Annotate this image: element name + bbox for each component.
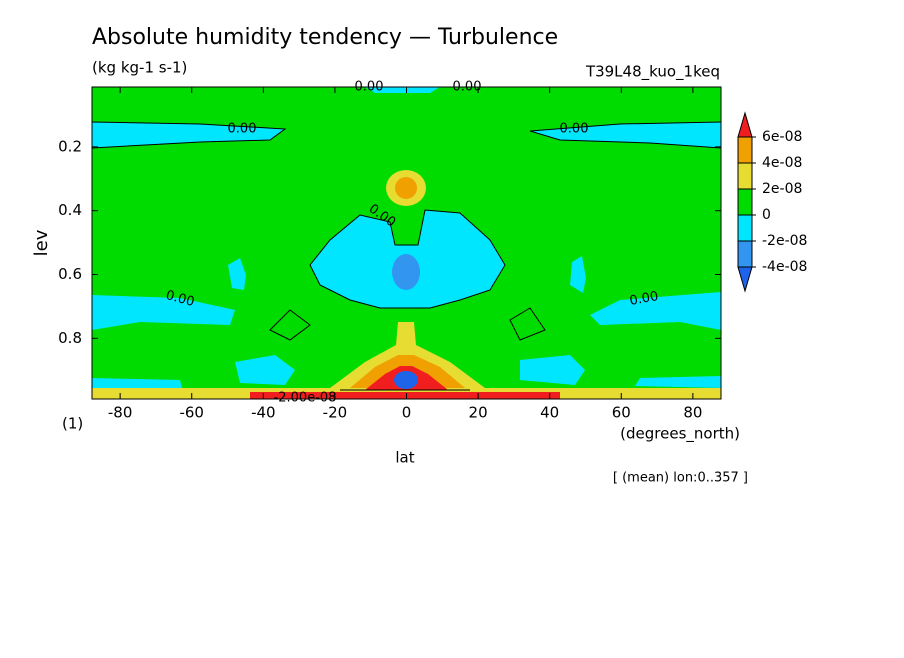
colorbar-label: -4e-08 [762,259,807,275]
contour-region [394,371,418,389]
colorbar-label: 4e-08 [762,155,802,171]
contour-label: 0.00 [164,288,196,310]
contour-region [228,258,246,290]
contour-region [92,295,235,330]
contour-field [91,87,722,399]
contour-label: -2.00e-08 [274,391,337,406]
colorbar-segment [737,111,753,138]
contour-label: 0.00 [560,122,589,137]
note: [ (mean) lon:0..357 ] [613,471,748,486]
contour-region [250,392,560,399]
chart-subtitle: (kg kg-1 s-1) [92,59,187,77]
contour-region [365,87,440,93]
contour-label: 0.00 [453,80,482,95]
contour-label: 0.00 [355,80,384,95]
contour-labels: 0.00 0.00 0.00 0.00 0.00 0.00 0.00 -2.00… [164,80,659,406]
y-tick-label: 0.8 [58,329,82,347]
x-tick-label: -80 [108,404,133,422]
x-axis-label: lat [395,449,414,467]
y-units: (1) [62,415,83,433]
colorbar-label: 2e-08 [762,181,802,197]
contour-region [392,254,420,290]
x-tick-label: -60 [179,404,204,422]
contour-region [520,355,585,385]
colorbar-segment [737,240,753,268]
contour-region [92,378,182,388]
contour-line [269,307,546,341]
x-tick-label: 20 [469,404,488,422]
x-units: (degrees_north) [620,425,740,444]
y-axis-label: lev [31,229,52,256]
contour-label: 0.00 [628,289,659,309]
colorbar-label: 6e-08 [762,129,802,145]
contour-region [395,177,417,199]
contour-region [530,122,721,148]
y-tick-label: 0.6 [58,265,82,283]
contour-label: 0.00 [228,122,257,137]
contour-region [635,376,721,388]
colorbar-segment [737,214,753,242]
contour-region [590,292,721,330]
colorbar-label: -2e-08 [762,233,807,249]
x-tick-label: 40 [540,404,559,422]
contour-region [570,256,586,293]
x-tick-label: -40 [251,404,276,422]
x-tick-label: 0 [402,404,412,422]
x-tick-label: 80 [683,404,702,422]
run-label: T39L48_kuo_1keq [585,63,720,82]
colorbar-segment [737,188,753,216]
chart-title: Absolute humidity tendency — Turbulence [92,25,558,50]
contour-region [396,322,416,345]
colorbar-label: 0 [762,207,771,223]
x-tick-label: -20 [323,404,348,422]
contour-region [235,355,295,385]
y-tick-label: 0.2 [58,137,82,155]
y-tick-label: 0.4 [58,201,82,219]
contour-line [91,121,722,309]
contour-region [92,122,285,148]
colorbar-segment [737,136,753,164]
x-tick-label: 60 [612,404,631,422]
colorbar-segment [737,162,753,190]
